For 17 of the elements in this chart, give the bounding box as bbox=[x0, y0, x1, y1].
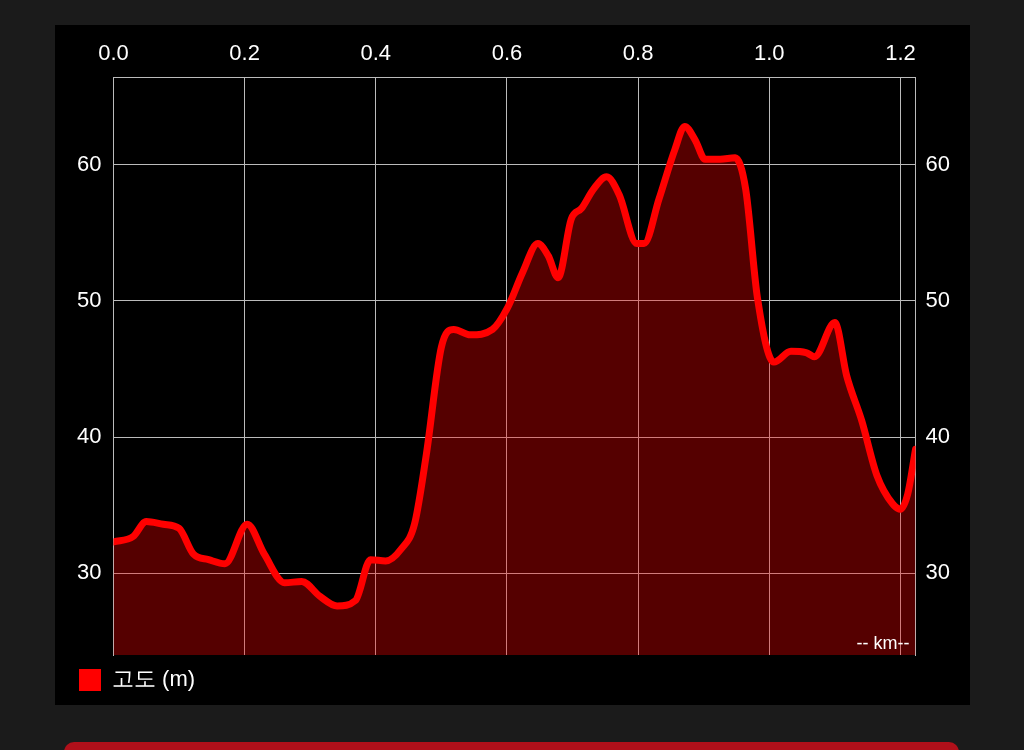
annotation: -- km-- bbox=[856, 632, 910, 653]
x-tick-label: 0.8 bbox=[622, 40, 654, 66]
y-tick-label: 40 bbox=[76, 423, 102, 449]
y2-tick-label: 50 bbox=[925, 286, 951, 312]
x-tick-label: 0.6 bbox=[491, 40, 523, 66]
legend-label: 고도 (m) bbox=[112, 666, 196, 692]
y2-tick-label: 60 bbox=[925, 150, 951, 176]
y2-tick-label: 30 bbox=[925, 559, 951, 585]
y-tick-label: 50 bbox=[76, 286, 102, 312]
x-tick-label: 0.0 bbox=[98, 40, 129, 66]
x-tick-label: 1.2 bbox=[885, 40, 916, 66]
x-tick-label: 1.0 bbox=[753, 40, 785, 66]
x-tick-label: 0.2 bbox=[229, 40, 260, 66]
y-tick-label: 60 bbox=[76, 150, 102, 176]
y2-tick-label: 40 bbox=[925, 423, 951, 449]
x-tick-label: 0.4 bbox=[360, 40, 392, 66]
y-tick-label: 30 bbox=[76, 559, 102, 585]
